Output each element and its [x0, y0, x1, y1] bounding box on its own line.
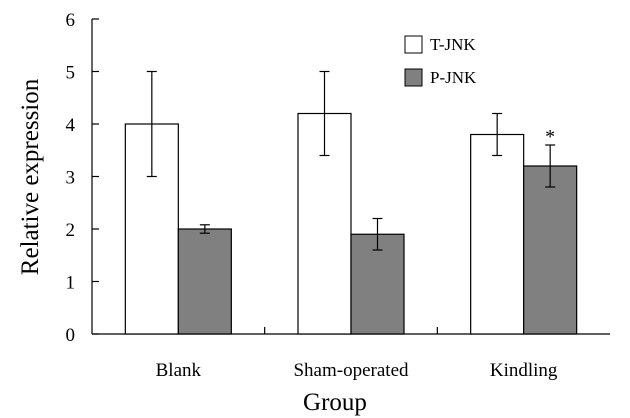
- y-tick-label: 4: [66, 115, 76, 136]
- x-tick-label: Blank: [156, 360, 202, 381]
- legend-swatch-p-jnk: [404, 68, 423, 87]
- x-tick-label: Kindling: [490, 360, 558, 381]
- bar-p-jnk-sham-operated: [350, 233, 405, 335]
- y-tick-label: 6: [66, 10, 76, 31]
- bar-p-jnk-kindling: [523, 165, 578, 335]
- y-tick-label: 0: [66, 325, 76, 346]
- y-tick-label: 2: [66, 220, 76, 241]
- x-axis-title: Group: [303, 389, 367, 416]
- legend-label-p-jnk: P-JNK: [430, 68, 477, 87]
- y-tick-label: 1: [66, 273, 76, 294]
- bar-p-jnk-blank: [177, 228, 232, 335]
- bar-t-jnk-kindling: [470, 133, 525, 335]
- y-tick-label: 5: [66, 63, 76, 84]
- y-tick-label: 3: [66, 168, 76, 189]
- x-tick-label: Sham-operated: [293, 360, 409, 381]
- plot-area: 0 1 2 3 4 5 6 Blank Sham-operated * Kindling: [66, 10, 610, 381]
- significance-marker: *: [545, 126, 555, 148]
- legend: T-JNK P-JNK: [404, 35, 477, 87]
- legend-swatch-t-jnk: [404, 35, 423, 54]
- legend-label-t-jnk: T-JNK: [430, 35, 476, 54]
- y-axis-title: Relative expression: [17, 78, 44, 275]
